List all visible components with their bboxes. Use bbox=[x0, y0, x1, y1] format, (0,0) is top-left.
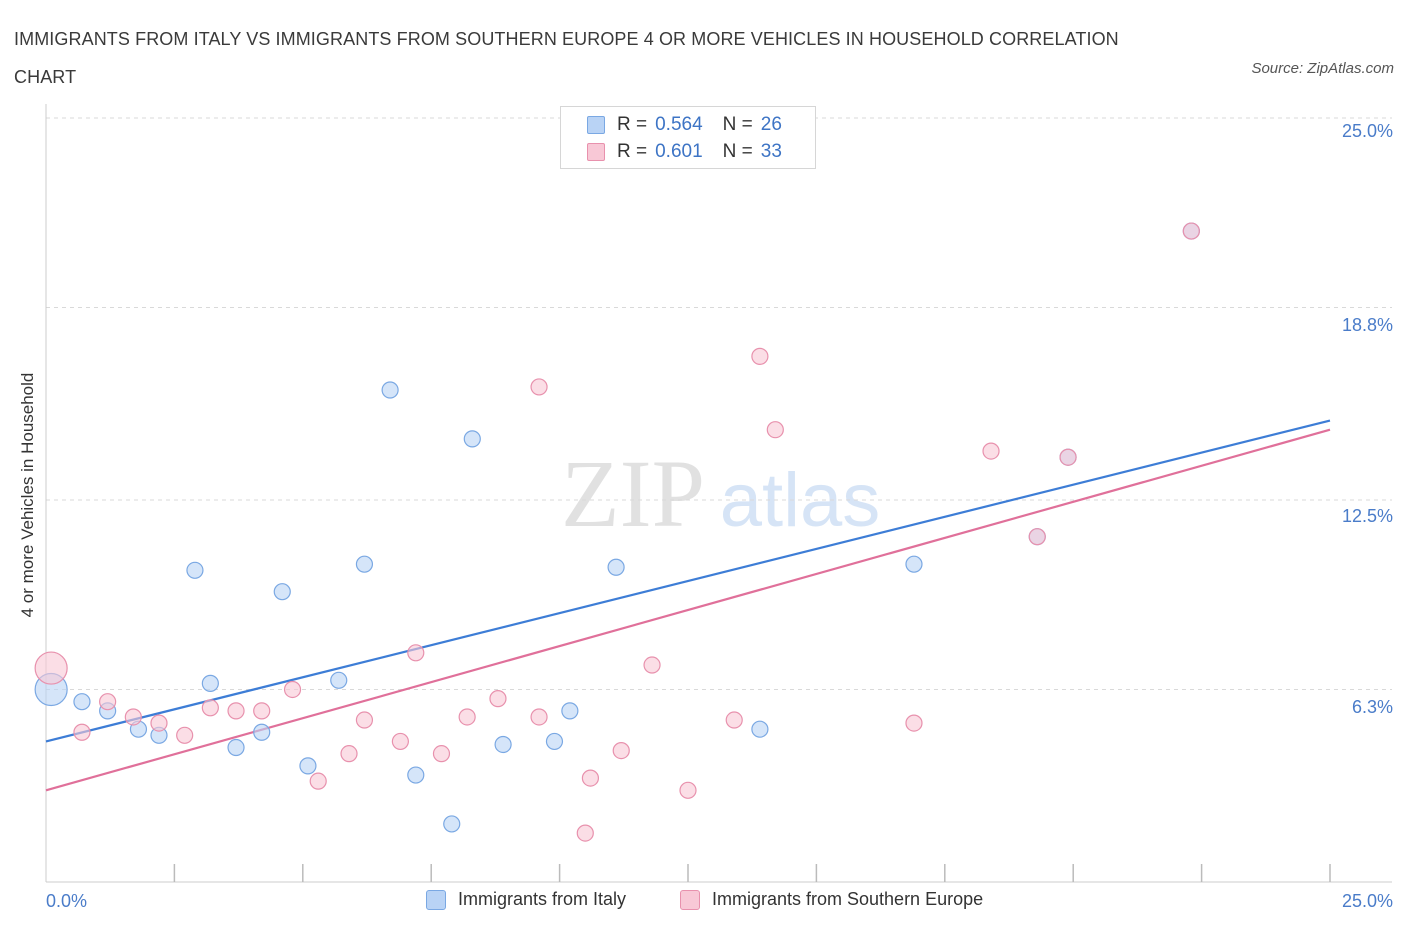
southern-europe-point bbox=[982, 442, 1000, 460]
y-tick-label-25: 25.0% bbox=[1341, 121, 1393, 141]
southern-europe-point bbox=[576, 824, 594, 842]
legend-item-italy[interactable]: Immigrants from Italy bbox=[426, 889, 626, 910]
italy-point bbox=[299, 757, 317, 775]
southern-europe-point bbox=[150, 714, 168, 732]
italy-swatch bbox=[587, 116, 605, 134]
r-value: 0.564 bbox=[655, 114, 703, 135]
italy-point bbox=[330, 671, 348, 689]
italy-point bbox=[443, 815, 461, 833]
southern-europe-point bbox=[340, 745, 358, 763]
southern-europe-point bbox=[391, 732, 409, 751]
southern-europe-point bbox=[643, 656, 661, 674]
x-tick-label-min: 0.0% bbox=[46, 891, 88, 911]
southern-europe-point bbox=[905, 714, 923, 732]
southern-europe-point bbox=[124, 708, 142, 726]
southern-europe-point bbox=[679, 781, 697, 799]
italy-point bbox=[253, 723, 271, 741]
y-tick-label-12-5: 12.5% bbox=[1341, 506, 1393, 526]
southern-europe-point bbox=[309, 772, 327, 790]
n-value: 33 bbox=[760, 141, 782, 162]
y-tick-label-6-3: 6.3% bbox=[1351, 697, 1393, 717]
stats-row-italy: R = 0.564 N = 26 bbox=[587, 113, 782, 137]
legend-label-italy: Immigrants from Italy bbox=[458, 889, 627, 909]
italy-point bbox=[227, 738, 245, 757]
southern-europe-point bbox=[458, 708, 476, 726]
southern-europe-swatch bbox=[680, 889, 700, 910]
southern-europe-point bbox=[201, 699, 219, 717]
stats-row-southern-europe: R = 0.601 N = 33 bbox=[587, 140, 782, 164]
y-tick-label-18-8: 18.8% bbox=[1341, 315, 1393, 335]
italy-point bbox=[201, 674, 219, 692]
italy-point bbox=[186, 561, 204, 579]
series-legend: Immigrants from Italy Immigrants from So… bbox=[0, 889, 1406, 915]
southern-europe-point bbox=[751, 347, 769, 365]
southern-europe-point bbox=[355, 711, 374, 729]
r-label: R = bbox=[617, 141, 648, 162]
southern-europe-point bbox=[530, 708, 548, 726]
italy-point bbox=[561, 702, 579, 720]
italy-point bbox=[355, 555, 374, 573]
stats-legend: R = 0.564 N = 26 R = 0.601 N = 33 bbox=[560, 106, 816, 169]
italy-point bbox=[381, 381, 399, 399]
southern-europe-point bbox=[581, 769, 600, 787]
watermark-zip: ZIP bbox=[561, 440, 705, 547]
n-value: 26 bbox=[760, 114, 782, 135]
southern-europe-point bbox=[489, 690, 507, 708]
southern-europe-point bbox=[1028, 528, 1046, 546]
chart-title: IMMIGRANTS FROM ITALY VS IMMIGRANTS FROM… bbox=[14, 29, 1119, 87]
italy-point bbox=[751, 720, 769, 738]
southern-europe-point bbox=[1182, 222, 1200, 240]
southern-europe-point bbox=[283, 680, 302, 699]
x-tick-label-max: 25.0% bbox=[1341, 891, 1393, 911]
italy-point bbox=[545, 732, 564, 751]
southern-europe-point bbox=[432, 745, 451, 763]
southern-europe-point bbox=[612, 741, 630, 760]
italy-point bbox=[73, 693, 91, 711]
southern-europe-point bbox=[766, 421, 784, 439]
southern-europe-point bbox=[407, 644, 425, 662]
southern-europe-point bbox=[73, 723, 91, 741]
southern-europe-point bbox=[227, 702, 245, 720]
southern-europe-point bbox=[1059, 448, 1077, 466]
n-label: N = bbox=[722, 141, 753, 162]
southern-europe-point bbox=[530, 378, 548, 396]
italy-point bbox=[407, 766, 425, 784]
legend-item-southern-europe[interactable]: Immigrants from Southern Europe bbox=[680, 889, 983, 910]
southern-europe-point bbox=[34, 651, 68, 685]
legend-label-southern-europe: Immigrants from Southern Europe bbox=[712, 889, 984, 909]
r-label: R = bbox=[617, 114, 648, 135]
italy-point bbox=[607, 558, 625, 576]
n-label: N = bbox=[722, 114, 753, 135]
source-label: Source: ZipAtlas.com bbox=[1251, 60, 1394, 77]
italy-point bbox=[905, 555, 923, 573]
southern-europe-swatch bbox=[587, 143, 605, 161]
southern-europe-point bbox=[253, 702, 271, 720]
italy-point bbox=[494, 735, 512, 754]
trend-line bbox=[45, 419, 1331, 743]
italy-point bbox=[273, 583, 291, 601]
italy-point bbox=[463, 430, 481, 448]
southern-europe-point bbox=[725, 711, 743, 729]
italy-swatch bbox=[426, 889, 446, 910]
southern-europe-point bbox=[99, 693, 117, 711]
r-value: 0.601 bbox=[655, 141, 703, 162]
southern-europe-point bbox=[176, 726, 194, 744]
